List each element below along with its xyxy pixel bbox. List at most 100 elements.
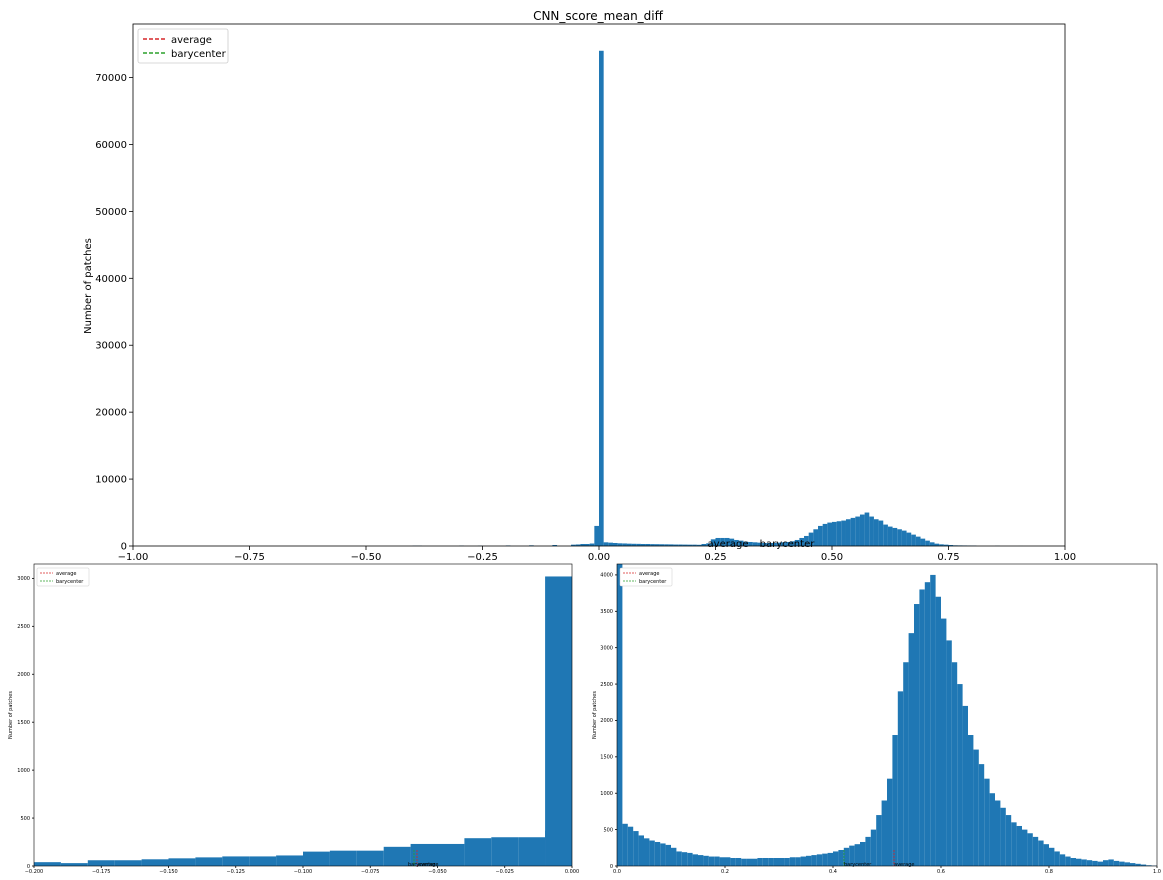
histogram-bar — [719, 857, 725, 866]
main-chart-bars — [412, 50, 1024, 547]
x-tick-label: −0.100 — [294, 869, 313, 875]
y-tick-label: 2500 — [17, 624, 30, 630]
histogram-bar — [735, 857, 742, 866]
histogram-bar — [692, 544, 697, 546]
x-tick-label: 0.4 — [829, 869, 837, 875]
histogram-bar — [1108, 859, 1114, 866]
histogram-bar — [671, 847, 677, 866]
right-chart-x-ticks: 0.0 0.2 0.4 0.6 0.8 1.0 — [613, 866, 1161, 875]
histogram-bar — [329, 850, 357, 866]
histogram-bar — [789, 857, 796, 866]
x-tick-label: 0.2 — [721, 869, 729, 875]
histogram-bar — [692, 854, 698, 866]
histogram-bar — [901, 530, 907, 546]
histogram-bar — [813, 529, 819, 546]
histogram-bar — [636, 543, 641, 546]
histogram-bar — [599, 50, 604, 547]
histogram-bar — [622, 543, 627, 546]
histogram-bar — [827, 522, 832, 546]
histogram-bar — [919, 589, 925, 866]
histogram-bar — [696, 544, 702, 546]
histogram-bar — [698, 855, 704, 866]
histogram-bar — [911, 534, 916, 546]
y-tick-label: 0 — [610, 864, 613, 870]
y-tick-label: 3500 — [600, 609, 613, 615]
histogram-bar — [87, 860, 115, 866]
overlap-label-average: average — [708, 539, 749, 550]
histogram-bar — [951, 662, 958, 866]
histogram-bar — [962, 705, 968, 866]
histogram-bar — [914, 604, 920, 866]
y-tick-label: 1000 — [17, 768, 30, 774]
left-legend-average: average — [56, 571, 76, 577]
histogram-bar — [715, 537, 721, 546]
histogram-bar — [1097, 861, 1103, 866]
histogram-bar — [995, 800, 1001, 866]
histogram-bar — [978, 764, 985, 866]
y-tick-label: 50000 — [95, 207, 127, 218]
histogram-bar — [860, 841, 866, 866]
histogram-bar — [303, 851, 330, 866]
histogram-bar — [580, 543, 586, 546]
y-tick-label: 500 — [603, 827, 613, 833]
left-legend-barycenter: barycenter — [56, 579, 84, 585]
y-tick-label: 2500 — [600, 682, 613, 688]
histogram-bar — [859, 514, 865, 546]
histogram-bar — [141, 859, 169, 866]
histogram-bar — [552, 544, 558, 546]
left-chart-x-ticks: −0.200 −0.175 −0.150 −0.125 −0.100 −0.075 −0.0… — [25, 866, 579, 875]
histogram-bar — [1070, 857, 1076, 866]
main-chart: CNN_score_mean_diff Number of patches 0 1… — [83, 9, 1076, 563]
overlap-labels: average barycenter — [708, 539, 816, 550]
histogram-bar — [865, 836, 871, 866]
histogram-bar — [195, 857, 223, 866]
histogram-bar — [720, 537, 725, 546]
histogram-bar — [845, 519, 851, 546]
histogram-bar — [779, 857, 785, 866]
histogram-bar — [1103, 860, 1109, 866]
histogram-bar — [1049, 847, 1055, 866]
histogram-bar — [356, 850, 384, 866]
histogram-bar — [383, 846, 411, 866]
x-tick-label: −0.75 — [234, 552, 265, 563]
histogram-bar — [1016, 825, 1022, 866]
histogram-bar — [785, 541, 791, 546]
histogram-bar — [1011, 822, 1017, 866]
x-tick-label: −0.150 — [159, 869, 178, 875]
histogram-bar — [804, 535, 809, 546]
histogram-bar — [585, 543, 590, 546]
histogram-bar — [710, 539, 716, 546]
histogram-bar — [1038, 840, 1044, 866]
histogram-bar — [617, 543, 623, 546]
histogram-bar — [752, 542, 758, 546]
histogram-bar — [841, 520, 846, 546]
histogram-bar — [1086, 860, 1093, 866]
right-chart-legend: average barycenter — [619, 567, 673, 587]
histogram-bar — [491, 837, 519, 866]
x-tick-label: 0.50 — [821, 552, 843, 563]
x-tick-label: 0.75 — [937, 552, 959, 563]
main-chart-y-ticks: 0 10000 20000 30000 40000 50000 60000 70000 — [95, 73, 133, 553]
histogram-bar — [1027, 833, 1033, 866]
histogram-bar — [806, 855, 812, 866]
histogram-bar — [681, 852, 688, 866]
right-chart-frame — [616, 563, 1158, 867]
histogram-bar — [1054, 851, 1060, 866]
histogram-bar — [701, 543, 707, 546]
histogram-bar — [924, 582, 931, 866]
histogram-bar — [687, 852, 693, 866]
x-tick-label: 0.6 — [937, 869, 945, 875]
x-tick-label: −0.50 — [351, 552, 382, 563]
histogram-bar — [939, 544, 944, 546]
histogram-bar — [790, 541, 795, 546]
histogram-bar — [249, 856, 277, 866]
x-tick-label: −0.125 — [226, 869, 245, 875]
left-annot-average: average — [418, 862, 438, 868]
histogram-bar — [1113, 860, 1120, 866]
right-zoom-chart: Number of patches 0 500 1000 1500 2000 2500 30… — [592, 563, 1161, 875]
histogram-bar — [645, 543, 651, 546]
x-tick-label: −0.050 — [428, 869, 447, 875]
histogram-bar — [168, 858, 196, 866]
histogram-bar — [1130, 863, 1136, 866]
histogram-bar — [703, 855, 709, 866]
